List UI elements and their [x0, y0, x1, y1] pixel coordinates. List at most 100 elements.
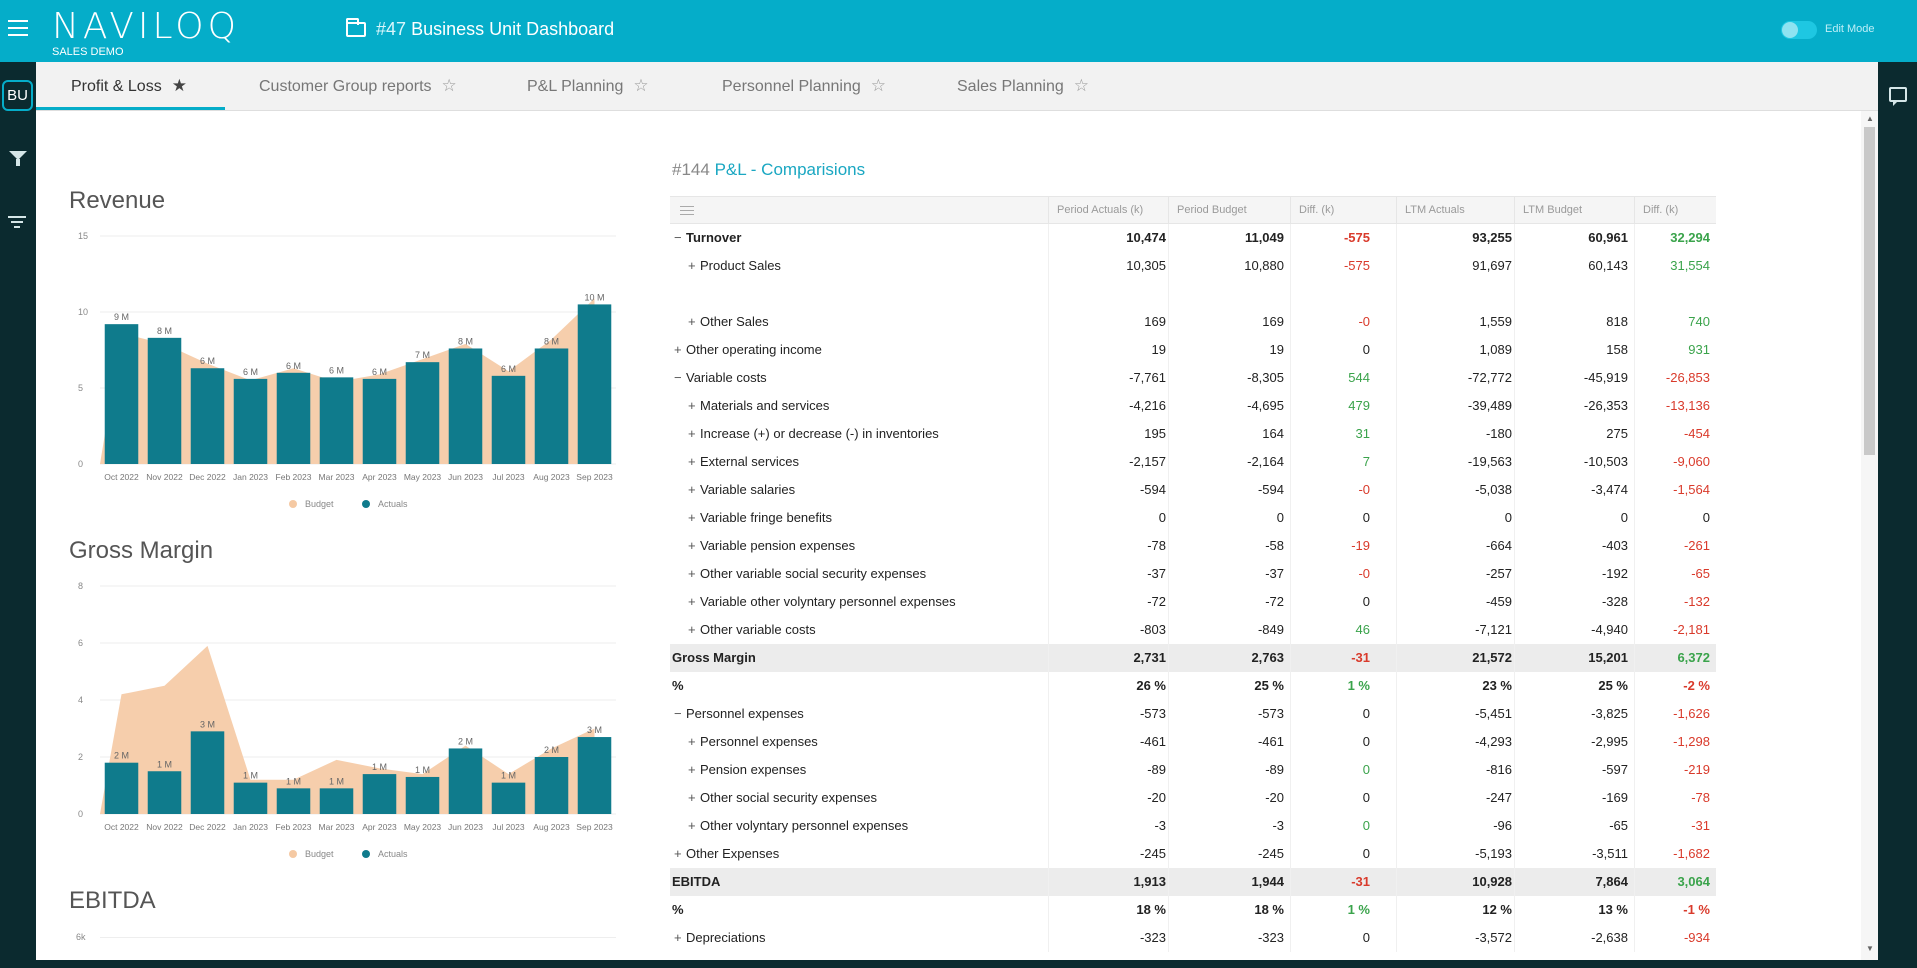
column-separator: [1048, 420, 1049, 448]
column-menu-icon[interactable]: [680, 206, 694, 218]
star-filled-icon[interactable]: ★: [171, 76, 187, 95]
table-row[interactable]: + Variable salaries -594 -594 -0 -5,038 -3,474…: [670, 476, 1716, 504]
tab-sales-planning[interactable]: Sales Planning ☆: [957, 62, 1089, 111]
table-cell: -7,121: [1475, 622, 1512, 637]
table-row[interactable]: + Variable pension expenses -78 -58 -19 -664 -…: [670, 532, 1716, 560]
star-outline-icon[interactable]: ☆: [441, 76, 457, 95]
folder-icon[interactable]: [346, 18, 366, 37]
table-row[interactable]: + Variable other volyntary personnel expe…: [670, 588, 1716, 616]
table-row[interactable]: + Other Expenses -245 -245 0 -5,193 -3,511 -1,6…: [670, 840, 1716, 868]
table-cell: 164: [1262, 426, 1284, 441]
expand-icon[interactable]: +: [688, 622, 696, 637]
column-separator: [1514, 784, 1515, 812]
expand-icon[interactable]: +: [674, 342, 682, 357]
column-separator: [1048, 308, 1049, 336]
star-outline-icon[interactable]: ☆: [870, 76, 887, 95]
column-separator: [1290, 728, 1291, 756]
expand-icon[interactable]: +: [688, 538, 696, 553]
column-separator: [1514, 252, 1515, 280]
table-cell: -575: [1343, 258, 1370, 273]
hamburger-menu-icon[interactable]: [8, 20, 28, 36]
table-cell: -65: [1691, 566, 1710, 581]
star-outline-icon[interactable]: ☆: [1073, 76, 1089, 95]
collapse-icon[interactable]: −: [674, 230, 682, 245]
expand-icon[interactable]: +: [688, 594, 696, 609]
main-scrollbar[interactable]: ▲ ▼: [1861, 111, 1878, 960]
table-cell: -26,353: [1583, 398, 1628, 413]
collapse-icon[interactable]: −: [674, 706, 682, 721]
table-cell: 91,697: [1472, 258, 1512, 273]
star-outline-icon[interactable]: ☆: [633, 76, 649, 95]
table-row[interactable]: + Other variable social security expenses…: [670, 560, 1716, 588]
filter-icon[interactable]: [9, 151, 27, 166]
table-row[interactable]: + Other social security expenses -20 -20 0 -2…: [670, 784, 1716, 812]
table-row[interactable]: + Variable fringe benefits 0 0 0 0 0 0: [670, 504, 1716, 532]
expand-icon[interactable]: +: [674, 930, 682, 945]
expand-icon[interactable]: +: [688, 398, 696, 413]
expand-icon[interactable]: +: [688, 818, 696, 833]
table-row[interactable]: + Personnel expenses -461 -461 0 -4,293 -2,995…: [670, 728, 1716, 756]
table-row[interactable]: + Pension expenses -89 -89 0 -816 -597 -219: [670, 756, 1716, 784]
bar-data-label: 1 M: [415, 765, 430, 775]
column-header-ltm-budget[interactable]: LTM Budget: [1514, 197, 1634, 223]
table-cell: -245: [1257, 846, 1284, 861]
filter-list-icon[interactable]: [8, 216, 26, 231]
x-tick-label: Oct 2022: [104, 822, 139, 832]
column-separator: [1168, 868, 1169, 896]
table-row[interactable]: − Turnover 10,474 11,049 -575 93,255 60,961 32,…: [670, 224, 1716, 252]
table-row[interactable]: + Increase (+) or decrease (-) in invento…: [670, 420, 1716, 448]
edit-mode-toggle[interactable]: [1781, 21, 1817, 39]
expand-icon[interactable]: +: [688, 566, 696, 581]
table-cell: 195: [1144, 426, 1166, 441]
column-header-ltm-actuals[interactable]: LTM Actuals: [1396, 197, 1514, 223]
column-header-period-actuals[interactable]: Period Actuals (k): [1048, 197, 1168, 223]
app-logo[interactable]: NAVILOQ: [52, 6, 240, 47]
column-separator: [1514, 868, 1515, 896]
column-separator: [1396, 252, 1397, 280]
expand-icon[interactable]: +: [688, 454, 696, 469]
expand-icon[interactable]: +: [688, 790, 696, 805]
tab-profit-loss[interactable]: Profit & Loss ★: [71, 62, 187, 111]
expand-icon[interactable]: +: [688, 258, 696, 273]
column-separator: [1514, 672, 1515, 700]
column-separator: [1396, 280, 1397, 308]
row-label: Increase (+) or decrease (-) in inventor…: [700, 426, 939, 441]
expand-icon[interactable]: +: [688, 510, 696, 525]
table-cell: 3,064: [1677, 874, 1710, 889]
table-row[interactable]: + Depreciations -323 -323 0 -3,572 -2,638 -934: [670, 924, 1716, 952]
table-row[interactable]: + Other variable costs -803 -849 46 -7,121 -4,…: [670, 616, 1716, 644]
column-header-ltm-diff[interactable]: Diff. (k): [1634, 197, 1716, 223]
column-separator: [1048, 336, 1049, 364]
collapse-icon[interactable]: −: [674, 370, 682, 385]
table-row[interactable]: + External services -2,157 -2,164 7 -19,563 -1…: [670, 448, 1716, 476]
table-row[interactable]: − Personnel expenses -573 -573 0 -5,451 -3,825…: [670, 700, 1716, 728]
column-header-period-diff[interactable]: Diff. (k): [1290, 197, 1376, 223]
pl-table-title[interactable]: P&L - Comparisions: [714, 160, 866, 179]
expand-icon[interactable]: +: [688, 734, 696, 749]
tab-pl-planning[interactable]: P&L Planning ☆: [527, 62, 649, 111]
expand-icon[interactable]: +: [688, 426, 696, 441]
column-header-period-budget[interactable]: Period Budget: [1168, 197, 1290, 223]
comments-icon[interactable]: [1889, 87, 1907, 106]
table-row[interactable]: + Materials and services -4,216 -4,695 479 -3…: [670, 392, 1716, 420]
x-tick-label: Jul 2023: [492, 472, 524, 482]
expand-icon[interactable]: +: [688, 314, 696, 329]
tab-personnel-planning[interactable]: Personnel Planning ☆: [722, 62, 886, 111]
expand-icon[interactable]: +: [688, 482, 696, 497]
scroll-down-arrow-icon[interactable]: ▼: [1866, 944, 1874, 953]
scrollbar-thumb[interactable]: [1864, 127, 1875, 455]
table-cell: -89: [1147, 762, 1166, 777]
column-separator: [1634, 392, 1635, 420]
table-row[interactable]: + Other volyntary personnel expenses -3 -3 0…: [670, 812, 1716, 840]
table-row[interactable]: + Other operating income 19 19 0 1,089 158 931: [670, 336, 1716, 364]
column-separator: [1290, 560, 1291, 588]
expand-icon[interactable]: +: [688, 762, 696, 777]
table-row[interactable]: + Product Sales 10,305 10,880 -575 91,697 60,1…: [670, 252, 1716, 280]
column-separator: [1290, 840, 1291, 868]
scroll-up-arrow-icon[interactable]: ▲: [1866, 114, 1874, 123]
business-unit-badge[interactable]: BU: [2, 80, 33, 111]
tab-customer-group-reports[interactable]: Customer Group reports ☆: [259, 62, 457, 111]
table-row[interactable]: − Variable costs -7,761 -8,305 544 -72,772 -45…: [670, 364, 1716, 392]
table-row[interactable]: + Other Sales 169 169 -0 1,559 818 740: [670, 308, 1716, 336]
expand-icon[interactable]: +: [674, 846, 682, 861]
